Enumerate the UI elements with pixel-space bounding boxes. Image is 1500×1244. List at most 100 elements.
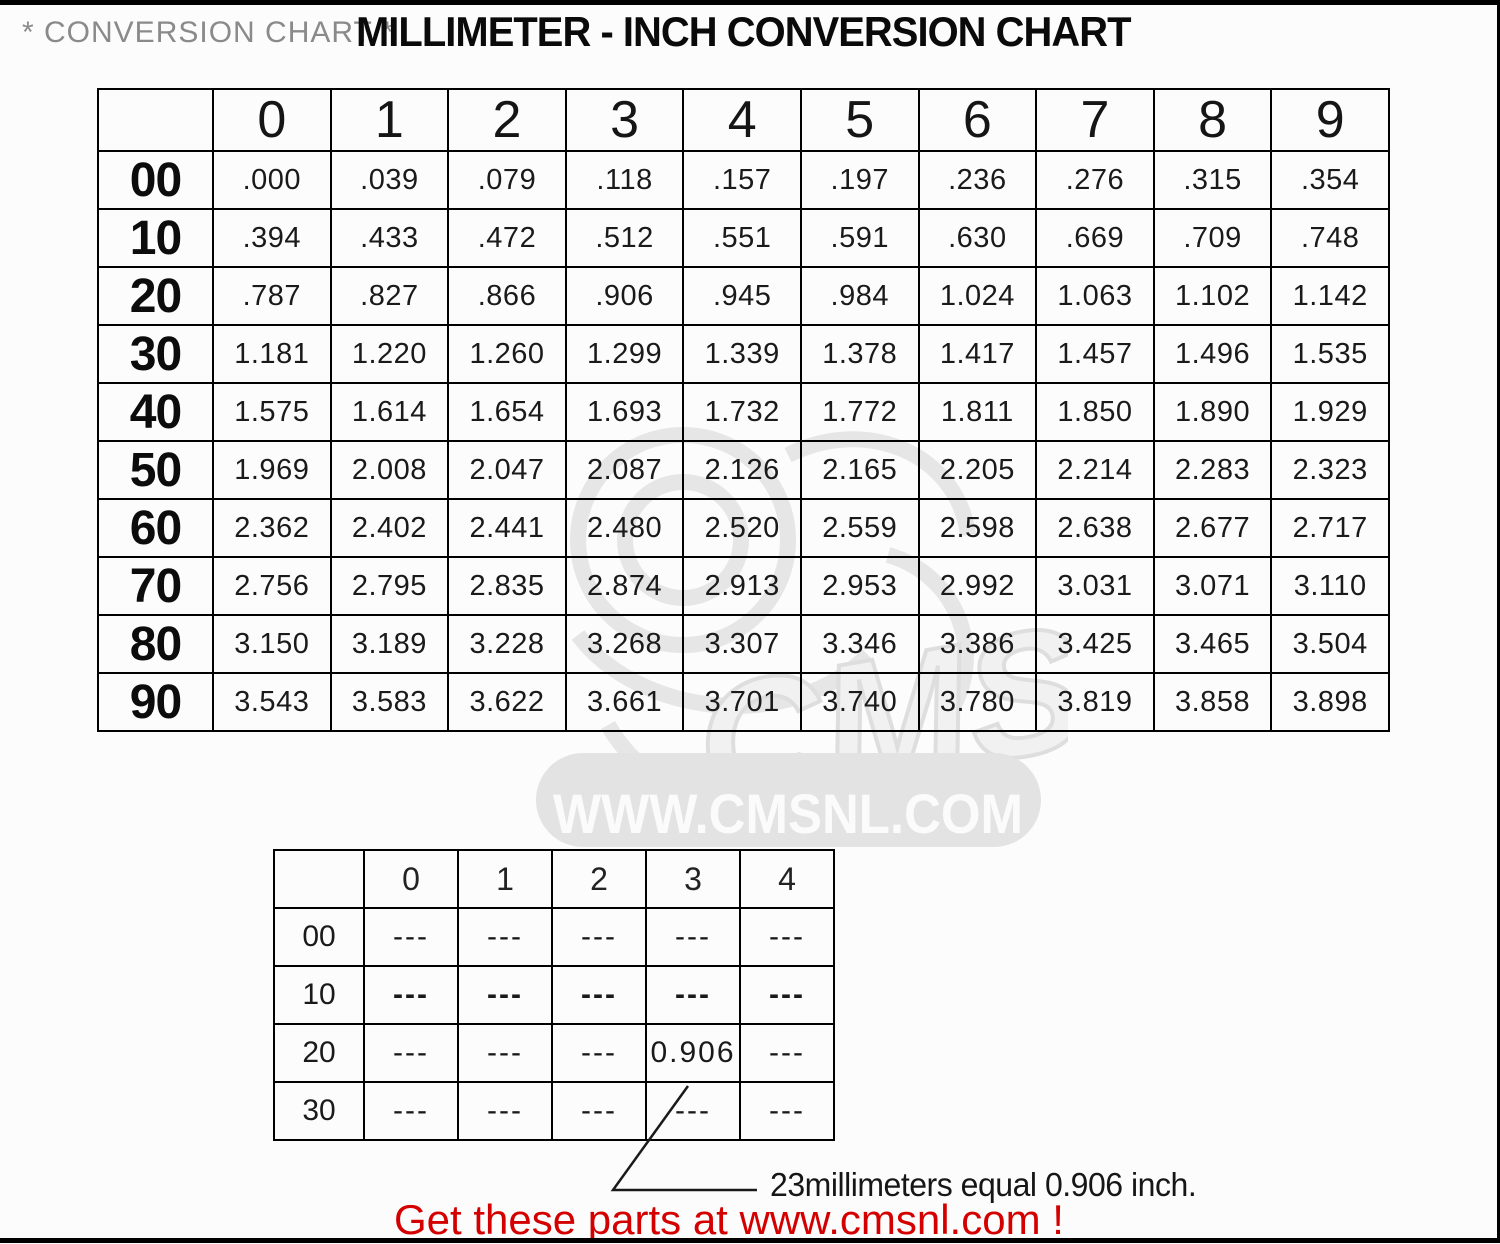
table-cell: .157 bbox=[682, 150, 802, 210]
table-cell: .630 bbox=[917, 208, 1038, 268]
table-cell: --- bbox=[363, 1023, 459, 1083]
column-header: 6 bbox=[917, 88, 1038, 152]
table-cell: --- bbox=[739, 965, 835, 1025]
table-cell: 2.008 bbox=[329, 440, 450, 500]
window-title: * CONVERSION CHART * bbox=[22, 16, 395, 49]
page-title: MILLIMETER - INCH CONVERSION CHART bbox=[356, 8, 1131, 55]
table-cell: 2.323 bbox=[1270, 440, 1390, 500]
table-cell: .433 bbox=[329, 208, 450, 268]
table-row: 80 3.150 3.189 3.228 3.268 3.307 3.346 3.386 3.4… bbox=[97, 614, 1390, 674]
table-cell: .472 bbox=[447, 208, 567, 268]
table-cell: 1.850 bbox=[1035, 382, 1155, 442]
row-label: 00 bbox=[273, 907, 365, 967]
column-header: 0 bbox=[363, 849, 459, 909]
page-border-right bbox=[1497, 0, 1500, 1243]
table-cell: 1.417 bbox=[917, 324, 1038, 384]
table-cell: 2.402 bbox=[329, 498, 450, 558]
table-cell: 3.386 bbox=[917, 614, 1038, 674]
table-cell: .118 bbox=[564, 150, 685, 210]
table-cell: 3.661 bbox=[564, 672, 685, 732]
table-cell: .315 bbox=[1152, 150, 1273, 210]
table-row: 20 --- --- --- 0.906 --- bbox=[273, 1023, 835, 1083]
table-cell: 2.913 bbox=[682, 556, 802, 616]
corner-cell bbox=[273, 849, 365, 909]
table-cell: 2.677 bbox=[1152, 498, 1273, 558]
table-cell: 3.622 bbox=[447, 672, 567, 732]
table-cell: --- bbox=[363, 965, 459, 1025]
table-cell: 1.535 bbox=[1270, 324, 1390, 384]
column-header: 0 bbox=[212, 88, 332, 152]
column-header: 2 bbox=[551, 849, 647, 909]
table-cell: 3.268 bbox=[564, 614, 685, 674]
table-cell: 2.717 bbox=[1270, 498, 1390, 558]
column-header: 9 bbox=[1270, 88, 1390, 152]
table-row: 60 2.362 2.402 2.441 2.480 2.520 2.559 2.598 2.6… bbox=[97, 498, 1390, 558]
table-cell: 2.087 bbox=[564, 440, 685, 500]
table-cell: 2.283 bbox=[1152, 440, 1273, 500]
table-cell: .984 bbox=[799, 266, 920, 326]
table-cell: --- bbox=[457, 965, 553, 1025]
table-cell: .236 bbox=[917, 150, 1038, 210]
table-row: 70 2.756 2.795 2.835 2.874 2.913 2.953 2.992 3.0… bbox=[97, 556, 1390, 616]
table-cell: 3.071 bbox=[1152, 556, 1273, 616]
table-cell: 2.165 bbox=[799, 440, 920, 500]
table-cell: 3.150 bbox=[212, 614, 332, 674]
table-cell: --- bbox=[551, 1081, 647, 1141]
table-cell: 1.102 bbox=[1152, 266, 1273, 326]
table-cell: 3.701 bbox=[682, 672, 802, 732]
table-cell: 3.898 bbox=[1270, 672, 1390, 732]
table-cell: 2.835 bbox=[447, 556, 567, 616]
table-row: 30 1.181 1.220 1.260 1.299 1.339 1.378 1.417 1.4… bbox=[97, 324, 1390, 384]
table-row: 30 --- --- --- --- --- bbox=[273, 1081, 835, 1141]
table-cell: 2.362 bbox=[212, 498, 332, 558]
row-label: 40 bbox=[97, 382, 214, 442]
table-cell: 1.811 bbox=[917, 382, 1038, 442]
table-cell: 2.795 bbox=[329, 556, 450, 616]
table-cell: .827 bbox=[329, 266, 450, 326]
table-cell: --- bbox=[551, 1023, 647, 1083]
table-cell: .709 bbox=[1152, 208, 1273, 268]
table-cell: 1.024 bbox=[917, 266, 1038, 326]
table-cell: 2.953 bbox=[799, 556, 920, 616]
table-row: 00.000.039.079.118.157.197.236.276.315.3… bbox=[97, 150, 1390, 210]
table-cell: 2.214 bbox=[1035, 440, 1155, 500]
table-cell: 2.480 bbox=[564, 498, 685, 558]
table-cell: 3.189 bbox=[329, 614, 450, 674]
column-header: 7 bbox=[1035, 88, 1155, 152]
column-header: 1 bbox=[457, 849, 553, 909]
table-cell: --- bbox=[457, 1081, 553, 1141]
row-label: 80 bbox=[97, 614, 214, 674]
table-cell: 1.220 bbox=[329, 324, 450, 384]
table-cell: .000 bbox=[212, 150, 332, 210]
table-cell: 1.614 bbox=[329, 382, 450, 442]
table-cell: 2.441 bbox=[447, 498, 567, 558]
table-cell: 3.740 bbox=[799, 672, 920, 732]
table-cell: .906 bbox=[564, 266, 685, 326]
table-cell: 3.465 bbox=[1152, 614, 1273, 674]
table-cell: 2.047 bbox=[447, 440, 567, 500]
row-label: 60 bbox=[97, 498, 214, 558]
table-cell: 2.756 bbox=[212, 556, 332, 616]
column-header: 1 bbox=[329, 88, 450, 152]
table-cell: 1.339 bbox=[682, 324, 802, 384]
table-cell: --- bbox=[457, 907, 553, 967]
table-cell: --- bbox=[551, 907, 647, 967]
table-cell: 1.457 bbox=[1035, 324, 1155, 384]
table-cell: 1.654 bbox=[447, 382, 567, 442]
table-cell: 3.228 bbox=[447, 614, 567, 674]
table-cell: --- bbox=[551, 965, 647, 1025]
example-annotation: 23millimeters equal 0.906 inch. bbox=[770, 1166, 1197, 1203]
table-row: 10 --- --- --- --- --- bbox=[273, 965, 835, 1025]
table-cell: --- bbox=[645, 1081, 741, 1141]
table-row: 10.394.433.472.512.551.591.630.669.709.7… bbox=[97, 208, 1390, 268]
column-header: 8 bbox=[1152, 88, 1273, 152]
column-header: 4 bbox=[682, 88, 802, 152]
table-cell: --- bbox=[645, 965, 741, 1025]
table-row: 40 1.575 1.614 1.654 1.693 1.732 1.772 1.811 1.8… bbox=[97, 382, 1390, 442]
table-cell: 2.992 bbox=[917, 556, 1038, 616]
table-cell: 3.346 bbox=[799, 614, 920, 674]
table-cell: 3.504 bbox=[1270, 614, 1390, 674]
column-header: 5 bbox=[799, 88, 920, 152]
table-cell: --- bbox=[739, 907, 835, 967]
table-cell: 1.496 bbox=[1152, 324, 1273, 384]
